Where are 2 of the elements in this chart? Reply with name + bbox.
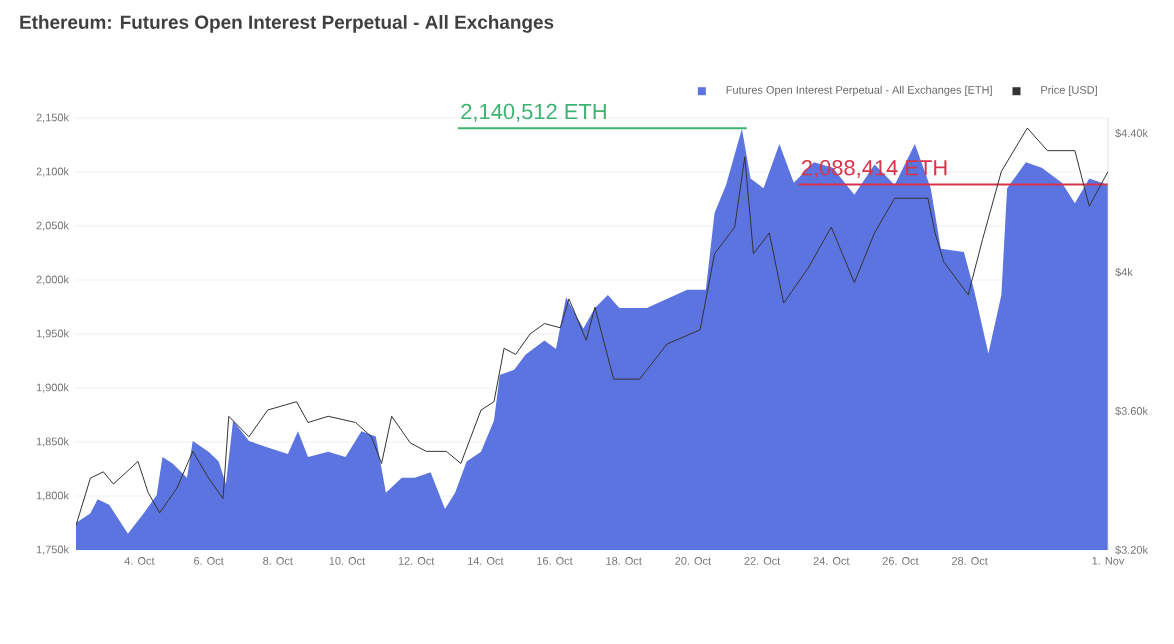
ref-line-label: 2,140,512 ETH [461, 103, 606, 122]
chart-title: Ethereum: Futures Open Interest Perpetual - All Exchanges [20, 15, 554, 33]
